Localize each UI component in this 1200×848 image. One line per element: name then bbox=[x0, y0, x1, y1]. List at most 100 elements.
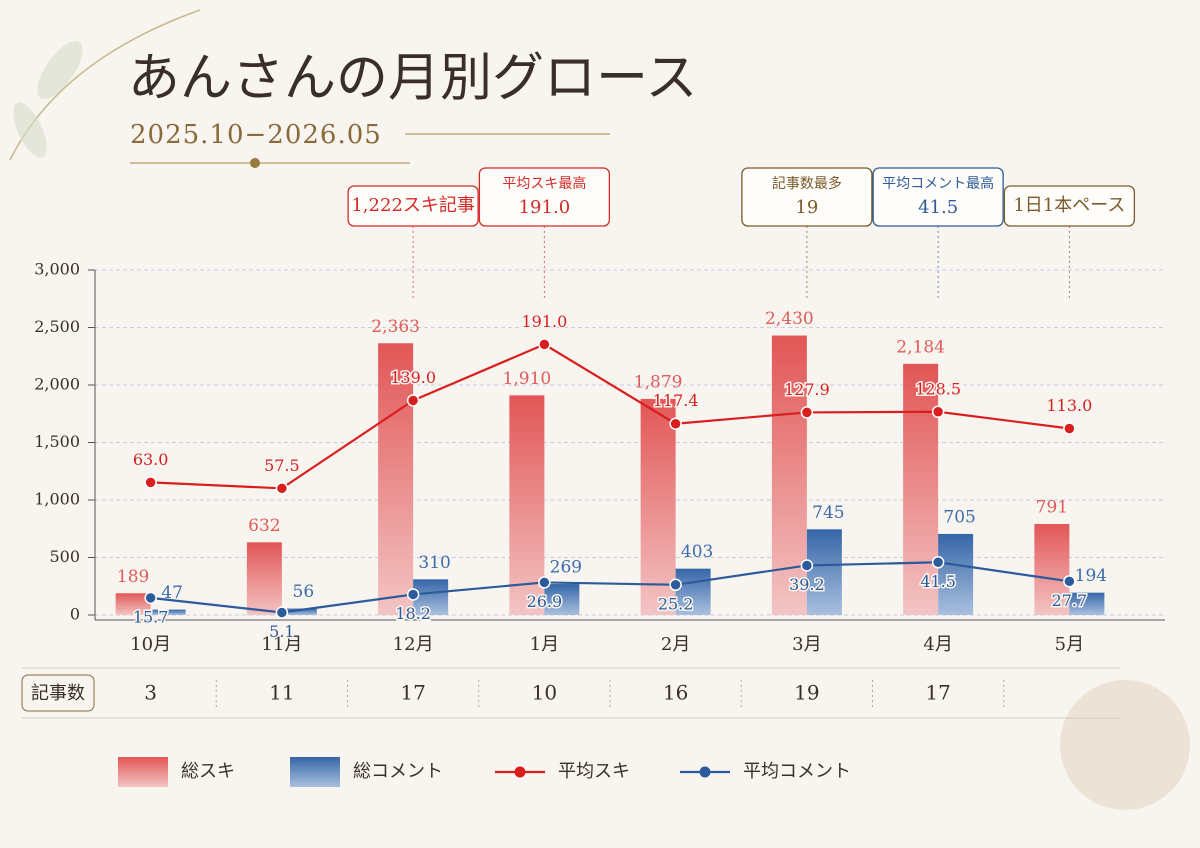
point bbox=[669, 417, 682, 430]
bar bbox=[509, 395, 545, 615]
value-label: 705 bbox=[943, 507, 975, 527]
bar bbox=[675, 568, 711, 615]
x-tick-label: 10月 bbox=[130, 634, 171, 655]
bar bbox=[544, 584, 580, 615]
legend-label: 平均コメント bbox=[743, 761, 851, 782]
callout-box bbox=[347, 185, 479, 227]
callout-text: 1,222スキ記事 bbox=[351, 195, 475, 216]
legend-swatch bbox=[118, 757, 168, 787]
x-tick-label: 11月 bbox=[261, 634, 302, 655]
y-tick-label: 1,000 bbox=[34, 490, 80, 509]
article-count: 11 bbox=[269, 681, 294, 705]
value-label: 139.0 bbox=[390, 368, 436, 387]
line bbox=[150, 561, 1070, 614]
point bbox=[538, 576, 551, 589]
x-tick-label: 3月 bbox=[792, 634, 821, 655]
value-label: 745 bbox=[812, 503, 844, 523]
legend-label: 総コメント bbox=[353, 761, 443, 782]
x-tick-label: 1月 bbox=[530, 634, 559, 655]
value-label: 113.0 bbox=[1046, 396, 1092, 415]
value-label: 15.7 bbox=[133, 607, 169, 626]
y-tick-label: 2,000 bbox=[34, 375, 80, 394]
article-count: 3 bbox=[144, 681, 157, 705]
value-label: 2,430 bbox=[765, 309, 814, 329]
callout-box bbox=[1003, 185, 1136, 227]
value-label: 194 bbox=[1075, 566, 1107, 586]
point bbox=[406, 394, 420, 407]
article-count: 17 bbox=[400, 681, 425, 705]
value-label: 403 bbox=[681, 542, 713, 562]
point bbox=[931, 556, 945, 569]
value-label: 191.0 bbox=[521, 312, 567, 331]
bar bbox=[378, 343, 414, 615]
value-label: 632 bbox=[248, 516, 280, 536]
y-tick-label: 1,500 bbox=[34, 432, 80, 451]
portrait bbox=[1060, 680, 1190, 810]
callout-text: 19 bbox=[795, 197, 818, 218]
bar bbox=[1034, 524, 1070, 615]
bar bbox=[150, 609, 186, 615]
point bbox=[669, 578, 682, 592]
x-tick-label: 4月 bbox=[923, 634, 952, 655]
bar bbox=[903, 363, 939, 615]
y-tick-label: 0 bbox=[70, 605, 80, 624]
callout-text: 平均コメント最高 bbox=[882, 175, 994, 192]
value-label: 2,363 bbox=[371, 317, 420, 337]
decoration bbox=[13, 102, 47, 158]
point bbox=[1063, 575, 1076, 588]
title: あんさんの月別グロース bbox=[128, 49, 697, 109]
value-label: 128.5 bbox=[915, 379, 961, 398]
value-label: 18.2 bbox=[395, 604, 431, 623]
value-label: 25.2 bbox=[658, 594, 694, 613]
row-label: 記事数 bbox=[31, 683, 85, 704]
value-label: 2,184 bbox=[896, 337, 945, 357]
x-tick-label: 5月 bbox=[1055, 634, 1084, 655]
bar bbox=[281, 608, 317, 615]
value-label: 41.5 bbox=[920, 572, 956, 591]
bar bbox=[771, 335, 807, 615]
x-tick-label: 2月 bbox=[661, 634, 690, 655]
y-tick-label: 2,500 bbox=[34, 317, 80, 336]
legend-label: 総スキ bbox=[181, 761, 235, 782]
x-tick-label: 12月 bbox=[393, 634, 434, 655]
y-tick-label: 500 bbox=[49, 547, 80, 566]
bar bbox=[938, 533, 974, 615]
value-label: 26.9 bbox=[527, 592, 563, 611]
ornament bbox=[250, 158, 260, 168]
callout-text: 41.5 bbox=[918, 197, 958, 218]
value-label: 269 bbox=[550, 558, 582, 578]
point bbox=[538, 338, 551, 351]
bar bbox=[246, 542, 282, 615]
callout-box bbox=[478, 167, 611, 227]
legend-marker bbox=[699, 766, 711, 778]
value-label: 27.7 bbox=[1052, 591, 1088, 610]
point bbox=[800, 559, 814, 572]
value-label: 791 bbox=[1036, 498, 1068, 518]
callout-text: 平均スキ最高 bbox=[502, 175, 586, 192]
value-label: 127.9 bbox=[784, 380, 830, 399]
value-label: 189 bbox=[117, 567, 149, 587]
value-label: 57.5 bbox=[264, 456, 300, 475]
value-label: 310 bbox=[418, 553, 450, 573]
bar bbox=[413, 579, 449, 615]
value-label: 56 bbox=[293, 582, 315, 602]
article-count: 16 bbox=[663, 681, 688, 705]
callout-text: 記事数最多 bbox=[772, 175, 842, 192]
bar bbox=[1069, 592, 1105, 615]
value-label: 39.2 bbox=[789, 575, 825, 594]
y-tick-label: 3,000 bbox=[34, 260, 80, 279]
value-label: 1,910 bbox=[503, 369, 552, 389]
point bbox=[275, 482, 289, 495]
legend-marker bbox=[514, 766, 526, 778]
value-label: 1,879 bbox=[634, 372, 683, 392]
row-label-box bbox=[21, 674, 95, 712]
article-count: 19 bbox=[794, 681, 819, 705]
point bbox=[406, 588, 420, 601]
point bbox=[144, 476, 157, 489]
value-label: 5.1 bbox=[269, 622, 294, 641]
value-label: 63.0 bbox=[133, 450, 169, 469]
point bbox=[931, 405, 945, 419]
bar bbox=[806, 529, 842, 615]
